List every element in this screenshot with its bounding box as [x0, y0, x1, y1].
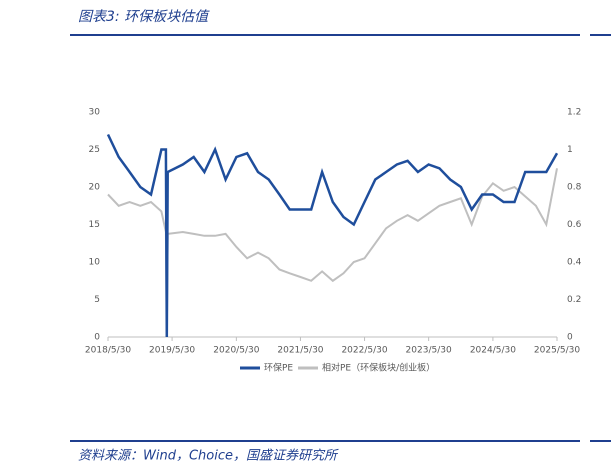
x-tick-label: 2024/5/30 — [470, 346, 516, 356]
y-tick-label: 5 — [94, 295, 100, 305]
y-tick-label: 20 — [89, 183, 101, 193]
x-tick-label: 2019/5/30 — [149, 346, 195, 356]
x-tick-label: 2020/5/30 — [213, 346, 259, 356]
y2-tick-label: 0.4 — [567, 258, 582, 268]
y2-tick-label: 0.6 — [567, 220, 582, 230]
y2-tick-label: 1 — [567, 145, 573, 155]
x-tick-label: 2022/5/30 — [341, 346, 387, 356]
x-tick-label: 2021/5/30 — [277, 346, 323, 356]
y-tick-label: 25 — [89, 145, 100, 155]
legend-label: 相对PE（环保板块/创业板） — [322, 362, 435, 374]
legend-label: 环保PE — [264, 362, 293, 374]
y-tick-label: 15 — [89, 220, 100, 230]
y-tick-label: 0 — [94, 333, 100, 343]
y-tick-label: 30 — [89, 108, 101, 118]
y2-tick-label: 0 — [567, 333, 573, 343]
chart-title: 图表3: 环保板块估值 — [78, 9, 210, 25]
y2-tick-label: 0.2 — [567, 295, 581, 305]
x-tick-label: 2025/5/30 — [534, 346, 580, 356]
x-tick-label: 2018/5/30 — [85, 346, 131, 356]
line-series — [106, 133, 559, 338]
y-tick-label: 10 — [89, 258, 101, 268]
source: 资料来源：Wind，Choice，国盛证券研究所 — [78, 448, 339, 464]
y2-tick-label: 1.2 — [567, 108, 581, 118]
x-tick-label: 2023/5/30 — [406, 346, 452, 356]
y2-tick-label: 0.8 — [567, 183, 582, 193]
